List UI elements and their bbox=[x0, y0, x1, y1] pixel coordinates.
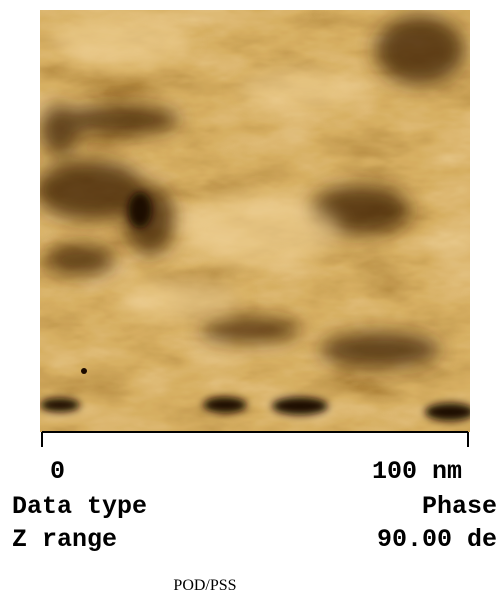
afm-image bbox=[35, 10, 475, 432]
info-label: Data type bbox=[12, 492, 147, 521]
caption: POD/PSS bbox=[173, 577, 236, 594]
scale-start: 0 bbox=[50, 457, 65, 486]
info-label: Z range bbox=[12, 525, 117, 554]
info-value: Phase bbox=[422, 492, 497, 521]
figure: 0 100 nm Data type Phase Z range 90.00 d… bbox=[0, 0, 497, 598]
scale-end: 100 nm bbox=[372, 457, 462, 486]
page: {"image": {"scale_start": "0", "scale_en… bbox=[0, 0, 497, 598]
info-value: 90.00 de bbox=[377, 525, 497, 554]
